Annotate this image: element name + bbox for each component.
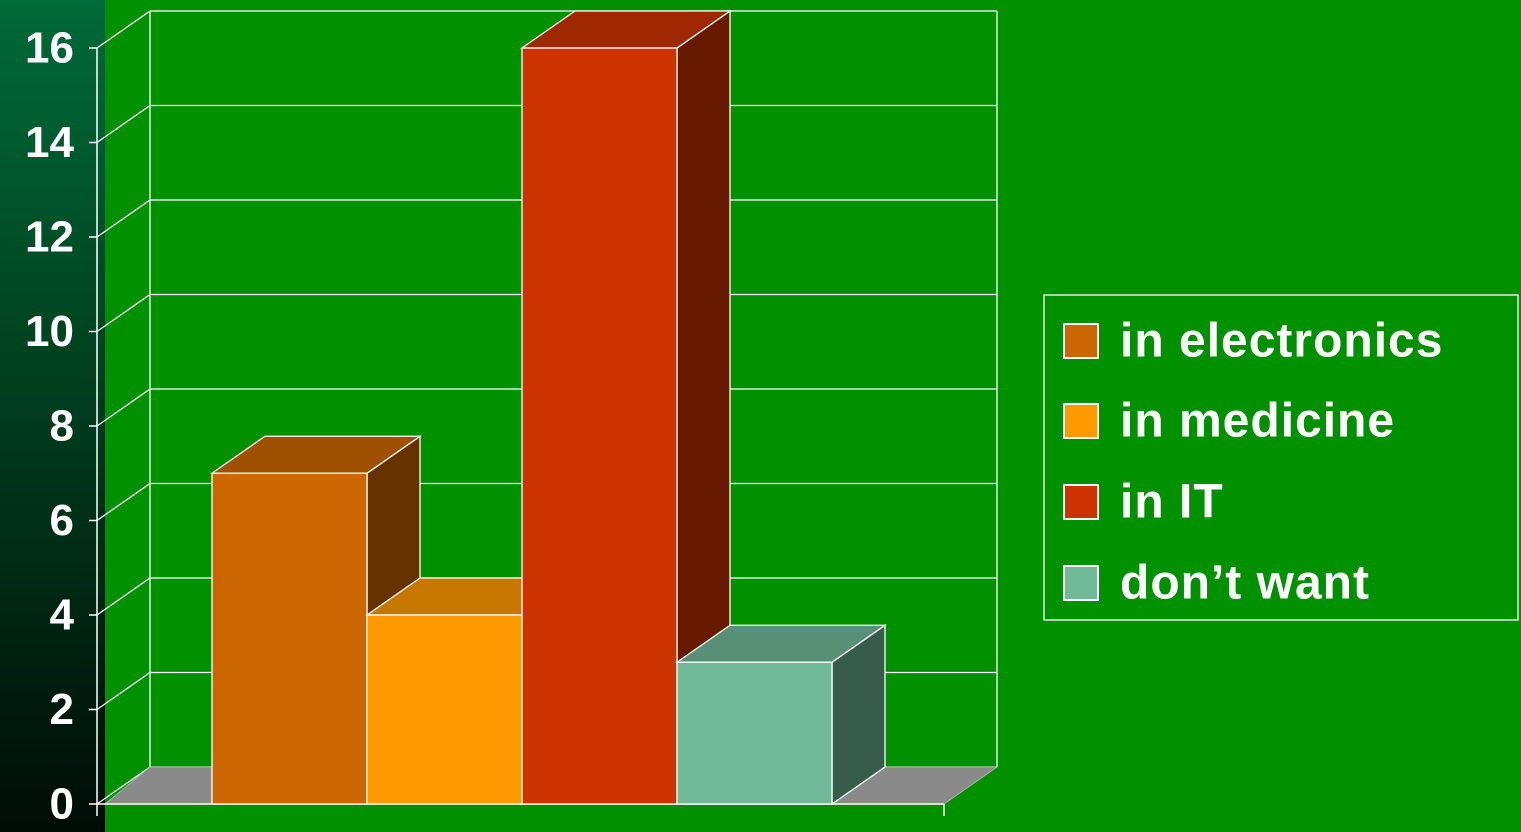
side-band	[0, 0, 105, 832]
y-tick-label-16: 16	[25, 24, 74, 73]
side-gridline-4	[96, 577, 151, 616]
legend-swatch-1	[1063, 403, 1099, 439]
legend: in electronics in medicine in IT don’t want	[1043, 294, 1519, 621]
side-gridline-14	[96, 104, 151, 144]
bar-3	[676, 661, 833, 805]
y-tick-label-4: 4	[50, 591, 75, 640]
y-axis: 0 2 4 6 8 10 12 14 16	[25, 24, 98, 829]
legend-swatch-2	[1063, 484, 1099, 520]
side-gridline-10	[96, 293, 151, 333]
y-tick-label-10: 10	[25, 307, 74, 356]
legend-swatch-3	[1063, 565, 1099, 601]
bars	[209, 9, 888, 806]
side-gridline-6	[96, 482, 151, 522]
y-tick-label-14: 14	[25, 118, 74, 167]
legend-label-1: in medicine	[1120, 395, 1395, 448]
legend-label-0: in electronics	[1120, 315, 1443, 368]
bar-0	[211, 472, 368, 805]
y-tick-label-0: 0	[50, 780, 74, 829]
bar-1	[366, 614, 523, 805]
y-tick-label-8: 8	[50, 402, 74, 451]
legend-label-3: don’t want	[1120, 557, 1370, 610]
side-gridline-2	[96, 671, 151, 711]
legend-box	[1043, 294, 1519, 621]
side-gridline-0	[96, 766, 151, 805]
y-tick-label-6: 6	[50, 496, 74, 545]
side-gridline-16	[96, 10, 151, 49]
y-tick-label-12: 12	[25, 213, 74, 262]
side-gridline-12	[96, 199, 151, 238]
legend-swatch-0	[1063, 323, 1099, 359]
y-tick-label-2: 2	[50, 685, 74, 734]
legend-label-2: in IT	[1120, 476, 1224, 529]
side-gridline-8	[96, 388, 151, 427]
bar-2	[521, 47, 678, 805]
